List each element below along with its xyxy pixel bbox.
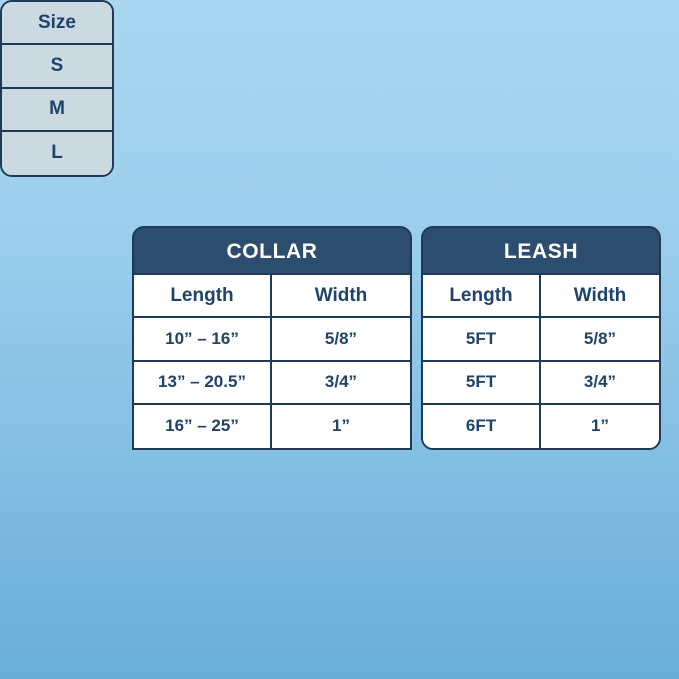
leash-width-s: 5/8” [541,318,659,362]
collar-table: Length Width 10” – 16” 5/8” 13” – 20.5” … [132,273,412,450]
collar-length-m: 13” – 20.5” [134,361,272,405]
leash-title-banner: LEASH [421,226,661,275]
leash-width-l: 1” [541,404,659,448]
collar-length-l: 16” – 25” [134,404,272,448]
leash-header-length: Length [423,275,541,319]
collar-width-l: 1” [272,404,410,448]
size-cell-m: M [2,88,112,132]
leash-length-l: 6FT [423,404,541,448]
size-column-header: Size [2,2,112,46]
leash-width-m: 3/4” [541,361,659,405]
size-cell-l: L [2,131,112,175]
size-cell-s: S [2,45,112,89]
size-column: Size S M L [0,0,114,177]
leash-length-m: 5FT [423,361,541,405]
collar-header-length: Length [134,275,272,319]
leash-table: Length Width 5FT 5/8” 5FT 3/4” 6FT 1” [421,273,661,450]
collar-width-m: 3/4” [272,361,410,405]
collar-header-width: Width [272,275,410,319]
collar-length-s: 10” – 16” [134,318,272,362]
leash-length-s: 5FT [423,318,541,362]
collar-title-banner: COLLAR [132,226,412,275]
collar-width-s: 5/8” [272,318,410,362]
leash-header-width: Width [541,275,659,319]
